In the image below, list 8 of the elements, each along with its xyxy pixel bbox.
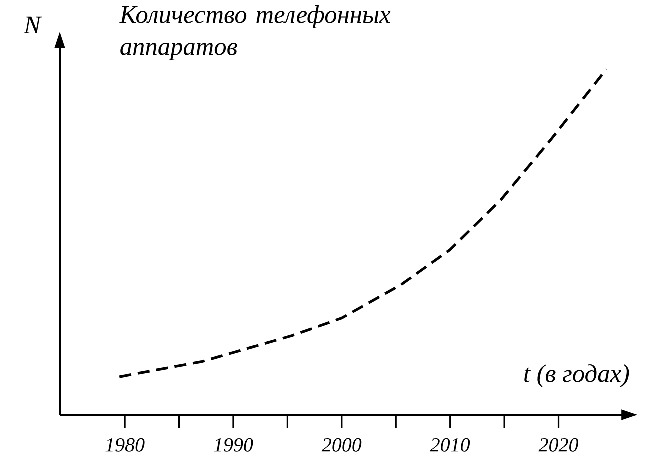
x-tick-label: 1980 — [106, 438, 145, 452]
x-tick-label: 2020 — [538, 438, 579, 452]
x-tick-label: 1990 — [214, 438, 254, 452]
x-axis-title: t (в годах) — [524, 364, 630, 388]
chart-title: Количество телефонных аппаратов — [120, 6, 391, 60]
x-tick-label: 2000 — [322, 438, 362, 452]
y-axis-title: N — [24, 16, 42, 34]
x-tick-label: 2010 — [430, 438, 470, 452]
